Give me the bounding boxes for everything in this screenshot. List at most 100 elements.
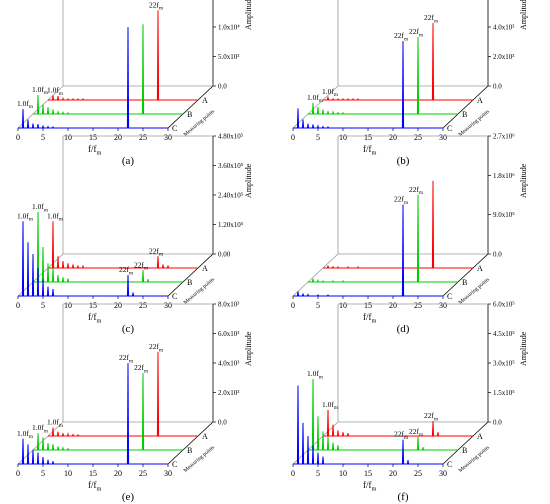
floor-left-edge (292, 253, 339, 297)
panel-a: 0.05.0x10³1.0x10⁴1.5x10⁴2.0x10⁴Amplitude… (16, 0, 253, 167)
amplitude-tick-label: 8.0x10³ (218, 301, 239, 309)
frequency-tick-label: 20 (114, 301, 122, 310)
depth-axis (442, 85, 489, 129)
amplitude-tick-label: 6.0x10³ (493, 0, 514, 2)
amplitude-tick-label: 0.0 (218, 83, 227, 91)
amplitude-axis-label: Amplitude (244, 0, 253, 30)
frequency-tick-label: 25 (414, 301, 422, 310)
annotation-22f-c: 22fm (394, 430, 408, 441)
frequency-tick-label: 25 (139, 469, 147, 478)
frequency-tick-label: 0 (291, 301, 295, 310)
frequency-tick-label: 20 (389, 133, 397, 142)
depth-axis (167, 421, 214, 465)
depth-tick-label-c: C (172, 124, 177, 133)
annotation-1f-a: 1.0fm (47, 86, 63, 97)
panel-caption: (b) (397, 155, 410, 167)
amplitude-tick-label: 4.5x10⁵ (493, 330, 515, 338)
annotation-22f-a: 22fm (424, 13, 438, 24)
frequency-axis-label: f/fm (363, 312, 377, 325)
frequency-tick-label: 25 (414, 133, 422, 142)
panel-e: 0.0 2.0x10³ 4.0x10³ 6.0x10³ 8.0x10³ Amplitude… (16, 301, 253, 504)
frequency-tick-label: 0 (16, 133, 20, 142)
amplitude-tick-label: 0.00 (218, 251, 231, 259)
frequency-axis-label: f/fm (363, 480, 377, 493)
frequency-tick-label: 5 (316, 301, 320, 310)
frequency-tick-label: 10 (339, 469, 347, 478)
depth-tick-label-c: C (447, 292, 452, 301)
annotation-22f-a: 22fm (149, 0, 163, 11)
frequency-tick-label: 30 (439, 301, 447, 310)
annotation-1f-a: 1.0fm (322, 87, 338, 98)
frequency-axis-label: f/fm (88, 312, 102, 325)
spectrum-line-a (323, 409, 473, 437)
frequency-tick-label: 25 (139, 301, 147, 310)
spectrum-line-c (18, 221, 168, 297)
annotation-1f-a: 1.0fm (47, 211, 63, 222)
frequency-tick-label: 10 (64, 133, 72, 142)
spectrum-line-b (33, 211, 183, 283)
spectrum-line-a (48, 10, 198, 101)
frequency-tick-label: 20 (114, 133, 122, 142)
floor-left-edge (17, 421, 64, 465)
annotation-22f-a: 22fm (424, 411, 438, 422)
depth-axis (167, 85, 214, 129)
floor-left-edge (292, 85, 339, 129)
depth-tick-label-b: B (187, 446, 192, 455)
floor-left-edge (292, 421, 339, 465)
annotation-22f-b: 22fm (134, 260, 148, 271)
frequency-tick-label: 5 (41, 301, 45, 310)
frequency-tick-label: 30 (164, 301, 172, 310)
frequency-tick-label: 0 (291, 133, 295, 142)
panel-caption: (c) (122, 323, 135, 335)
amplitude-tick-label: 6.0x10⁵ (493, 301, 515, 309)
frequency-tick-label: 20 (389, 301, 397, 310)
amplitude-tick-label: 1.5x10⁵ (493, 389, 515, 397)
amplitude-tick-label: 5.0x10³ (218, 53, 239, 61)
annotation-1f-a: 1.0fm (322, 400, 338, 411)
frequency-tick-label: 15 (89, 133, 97, 142)
depth-axis (442, 421, 489, 465)
frequency-tick-label: 10 (339, 133, 347, 142)
frequency-axis-label: f/fm (363, 144, 377, 157)
frequency-tick-label: 25 (139, 133, 147, 142)
amplitude-tick-label: 1.8x10⁶ (493, 172, 515, 180)
amplitude-axis-label: Amplitude (519, 331, 528, 366)
amplitude-tick-label: 0.0 (218, 419, 227, 427)
annotation-22f-b: 22fm (409, 185, 423, 196)
amplitude-tick-label: 3.60x10⁵ (218, 162, 244, 170)
depth-tick-label-c: C (447, 460, 452, 469)
depth-tick-label-a: A (202, 96, 208, 105)
spectrum-line-a (323, 180, 473, 269)
spectrum-line-b (308, 36, 458, 115)
frequency-tick-label: 25 (414, 469, 422, 478)
panel-d: 0.0 9.0x10⁵ 1.8x10⁶ 2.7x10⁶ Amplitude 0 5 10 15 2… (291, 133, 528, 336)
amplitude-axis-label: Amplitude (244, 163, 253, 198)
annotation-22f-c: 22fm (119, 265, 133, 276)
annotation-22f-b: 22fm (409, 427, 423, 438)
frequency-axis-label: f/fm (88, 144, 102, 157)
amplitude-tick-label: 4.80x10⁵ (218, 133, 244, 141)
annotation-1f-b: 1.0fm (32, 85, 48, 96)
spectrum-line-a (48, 351, 198, 437)
frequency-tick-label: 15 (89, 301, 97, 310)
amplitude-tick-label: 1.0x10⁴ (218, 24, 240, 32)
amplitude-axis-label: Amplitude (244, 331, 253, 366)
spectrum-line-b (33, 24, 183, 115)
depth-tick-label-a: A (477, 96, 483, 105)
floor-left-edge (17, 253, 64, 297)
spectrum-line-c (293, 204, 443, 297)
panel-b: 0.02.0x10³4.0x10³6.0x10³8.0x10³Amplitude… (291, 0, 528, 167)
spectrum-line-b (308, 379, 458, 451)
amplitude-axis-label: Amplitude (519, 163, 528, 198)
frequency-axis-label: f/fm (88, 480, 102, 493)
depth-tick-label-b: B (187, 278, 192, 287)
amplitude-tick-label: 0.0 (493, 83, 502, 91)
floor-left-edge (17, 85, 64, 129)
frequency-tick-label: 0 (16, 301, 20, 310)
annotation-22f-b: 22fm (134, 363, 148, 374)
spectrum-line-c (293, 385, 443, 465)
annotation-1f-b: 1.0fm (307, 369, 323, 380)
amplitude-axis-label: Amplitude (519, 0, 528, 30)
frequency-tick-label: 10 (339, 301, 347, 310)
